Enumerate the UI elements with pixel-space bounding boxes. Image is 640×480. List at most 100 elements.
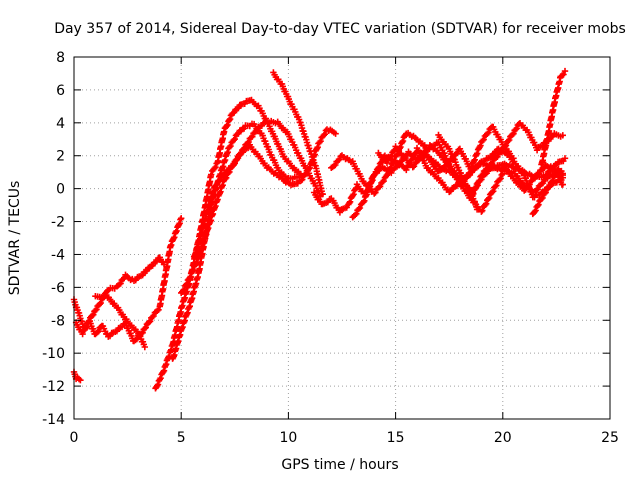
data-point bbox=[346, 198, 354, 205]
data-point bbox=[226, 117, 233, 124]
y-tick-label: -2 bbox=[51, 215, 65, 231]
data-point bbox=[230, 137, 237, 144]
data-point bbox=[410, 154, 417, 161]
data-point bbox=[306, 164, 313, 172]
data-point bbox=[472, 184, 480, 191]
y-tick-label: -6 bbox=[51, 280, 65, 296]
data-point bbox=[233, 155, 241, 163]
data-point bbox=[299, 176, 306, 183]
data-point bbox=[386, 165, 393, 173]
data-point bbox=[142, 324, 149, 331]
data-point bbox=[89, 312, 96, 319]
series-arc-3 bbox=[70, 368, 84, 384]
series-arc-17 bbox=[499, 161, 566, 194]
data-point bbox=[139, 329, 146, 336]
data-point bbox=[482, 201, 489, 208]
data-point bbox=[224, 121, 231, 129]
data-point bbox=[82, 324, 89, 332]
grid bbox=[74, 57, 610, 419]
data-point bbox=[334, 157, 342, 164]
data-point bbox=[384, 170, 391, 178]
y-tick-label: -4 bbox=[51, 247, 65, 263]
plot-frame bbox=[73, 56, 611, 420]
data-point bbox=[376, 183, 384, 190]
data-point bbox=[231, 135, 238, 143]
data-point bbox=[187, 273, 194, 280]
data-point bbox=[477, 142, 484, 149]
y-tick-label: 8 bbox=[56, 50, 65, 66]
data-point bbox=[316, 139, 323, 146]
data-point bbox=[501, 143, 509, 150]
data-point bbox=[379, 178, 386, 186]
data-point bbox=[545, 184, 553, 191]
series-arc-19 bbox=[538, 67, 569, 168]
data-point bbox=[479, 207, 486, 214]
series-arc-4 bbox=[92, 292, 148, 351]
data-point bbox=[549, 177, 556, 184]
data-point bbox=[298, 177, 305, 184]
data-point bbox=[145, 319, 153, 326]
data-point bbox=[510, 130, 517, 137]
data-point bbox=[349, 192, 356, 199]
data-point bbox=[533, 187, 540, 194]
data-point bbox=[97, 299, 104, 307]
data-point bbox=[227, 142, 234, 150]
data-point bbox=[538, 180, 545, 188]
data-point bbox=[149, 313, 156, 321]
data-point bbox=[320, 132, 327, 139]
data-point bbox=[509, 131, 516, 138]
data-point bbox=[471, 185, 479, 193]
data-point bbox=[387, 153, 394, 161]
data-point bbox=[494, 153, 501, 160]
data-point bbox=[208, 171, 215, 178]
data-point bbox=[522, 186, 529, 193]
data-point bbox=[363, 191, 370, 198]
data-point bbox=[488, 189, 496, 196]
data-point bbox=[371, 190, 378, 197]
data-point bbox=[77, 377, 84, 384]
data-point bbox=[361, 197, 368, 204]
data-point bbox=[92, 307, 99, 314]
data-point bbox=[146, 318, 154, 325]
data-point bbox=[371, 170, 379, 178]
data-point bbox=[410, 163, 418, 170]
y-tick-label: 6 bbox=[56, 83, 65, 99]
y-tick-label: 4 bbox=[56, 116, 65, 132]
data-series bbox=[70, 67, 569, 392]
y-tick-label: -8 bbox=[51, 313, 65, 329]
series-arc-1 bbox=[70, 254, 168, 333]
data-point bbox=[505, 137, 512, 145]
data-point bbox=[356, 204, 364, 212]
data-point bbox=[492, 183, 499, 190]
data-point bbox=[532, 207, 539, 214]
data-point bbox=[247, 134, 255, 141]
data-point bbox=[117, 280, 124, 287]
data-point bbox=[180, 286, 188, 293]
data-point bbox=[178, 215, 185, 222]
data-point bbox=[475, 178, 482, 185]
data-point bbox=[332, 130, 339, 137]
data-point bbox=[479, 137, 486, 144]
data-point bbox=[119, 275, 127, 283]
data-point bbox=[484, 165, 492, 172]
data-point bbox=[478, 172, 485, 179]
data-point bbox=[409, 164, 416, 171]
data-point bbox=[212, 182, 219, 189]
data-point bbox=[559, 132, 566, 139]
x-axis-label: GPS time / hours bbox=[281, 457, 398, 473]
data-point bbox=[469, 191, 476, 199]
data-point bbox=[470, 190, 477, 197]
data-point bbox=[141, 343, 148, 351]
data-point bbox=[213, 181, 220, 188]
data-point bbox=[234, 154, 242, 162]
data-point bbox=[496, 176, 503, 183]
data-point bbox=[498, 148, 505, 155]
y-tick-label: -10 bbox=[42, 346, 65, 362]
series-arc-18 bbox=[529, 165, 566, 218]
data-point bbox=[409, 155, 416, 162]
data-point bbox=[539, 194, 546, 202]
data-point bbox=[95, 328, 102, 335]
y-tick-label: 2 bbox=[56, 149, 65, 165]
data-point bbox=[332, 161, 339, 169]
data-point bbox=[211, 165, 218, 172]
